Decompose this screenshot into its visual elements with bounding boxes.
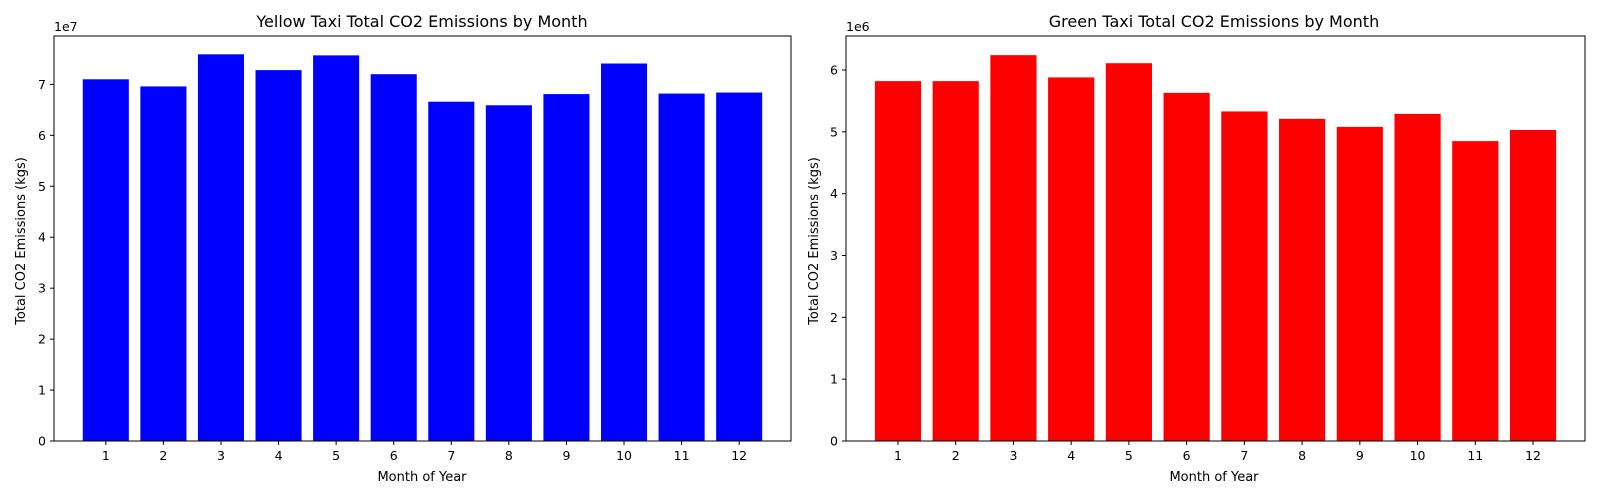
x-tick-label: 11 [674,448,690,463]
x-tick-label: 4 [1067,448,1075,463]
bar-month-5 [1105,63,1152,442]
y-axis-label: Total CO2 Emissions (kgs) [14,157,29,326]
x-tick-label: 5 [332,448,340,463]
bar-month-10 [600,63,648,441]
bar-month-6 [370,74,417,442]
y-axis-ticks: 0 1 2 3 4 5 6 [830,63,846,449]
y-tick-label: 1 [830,372,838,387]
x-tick-label: 7 [447,448,455,463]
bar-month-5 [313,55,360,442]
x-tick-label: 4 [275,448,283,463]
plot-frame [53,35,792,442]
bar-month-2 [140,86,187,442]
x-tick-label: 1 [102,448,110,463]
x-tick-label: 11 [1467,448,1483,463]
x-tick-label: 10 [616,448,632,463]
x-axis-label: Month of Year [377,470,467,485]
x-tick-label: 9 [1356,448,1364,463]
bar-month-1 [82,79,129,442]
y-axis-offset-text: 1e7 [54,19,78,34]
x-tick-label: 6 [390,448,398,463]
x-tick-label: 2 [952,448,960,463]
bar-month-9 [1336,126,1383,441]
bar-month-11 [1452,141,1499,442]
x-axis-ticks: 1 2 3 4 5 6 7 8 9 10 11 12 [894,441,1541,463]
bar-series [82,54,763,442]
x-tick-label: 3 [1009,448,1017,463]
bar-month-6 [1163,92,1210,441]
bar-month-4 [255,70,302,441]
bar-month-12 [716,92,763,442]
y-tick-label: 6 [830,63,838,78]
bar-month-2 [932,81,979,441]
bar-month-3 [990,55,1037,442]
green-taxi-chart: Green Taxi Total CO2 Emissions by Month … [807,12,1586,485]
bar-month-7 [1221,111,1268,441]
bar-month-1 [874,81,922,441]
x-tick-label: 6 [1183,448,1191,463]
y-tick-label: 7 [38,77,46,92]
y-tick-label: 3 [38,281,46,296]
chart-title: Green Taxi Total CO2 Emissions by Month [1049,12,1379,31]
y-tick-label: 2 [830,310,838,325]
y-axis-offset-text: 1e6 [846,19,870,34]
y-tick-label: 2 [38,332,46,347]
x-axis-label: Month of Year [1169,470,1259,485]
y-axis-ticks: 0 1 2 3 4 5 6 7 [38,77,54,449]
x-tick-label: 2 [159,448,167,463]
bar-month-8 [1279,118,1326,441]
chart-title: Yellow Taxi Total CO2 Emissions by Month [255,12,587,31]
y-tick-label: 6 [38,128,46,143]
bar-month-3 [197,54,245,442]
y-tick-label: 4 [38,230,46,245]
bar-month-10 [1394,113,1441,441]
x-axis-ticks: 1 2 3 4 5 6 7 8 9 10 11 12 [102,441,747,463]
y-tick-label: 5 [830,124,838,139]
bar-month-12 [1509,129,1557,442]
y-tick-label: 5 [38,179,46,194]
plot-frame [845,35,1586,442]
x-tick-label: 3 [217,448,225,463]
y-tick-label: 1 [38,383,46,398]
yellow-taxi-chart: Yellow Taxi Total CO2 Emissions by Month… [14,12,792,485]
bar-month-9 [543,94,590,441]
x-tick-label: 9 [562,448,570,463]
x-tick-label: 1 [894,448,902,463]
bar-month-4 [1048,77,1095,442]
x-tick-label: 8 [1298,448,1306,463]
x-tick-label: 7 [1240,448,1248,463]
x-tick-label: 12 [731,448,747,463]
y-axis-label: Total CO2 Emissions (kgs) [807,157,822,326]
bar-month-7 [428,101,475,441]
y-tick-label: 4 [830,186,838,201]
bar-series [874,55,1557,442]
bar-month-11 [658,93,705,441]
y-tick-label: 3 [830,248,838,263]
x-tick-label: 12 [1525,448,1541,463]
x-tick-label: 5 [1125,448,1133,463]
x-tick-label: 8 [505,448,513,463]
y-tick-label: 0 [830,434,838,449]
bar-month-8 [485,105,532,441]
y-tick-label: 0 [38,434,46,449]
x-tick-label: 10 [1410,448,1426,463]
